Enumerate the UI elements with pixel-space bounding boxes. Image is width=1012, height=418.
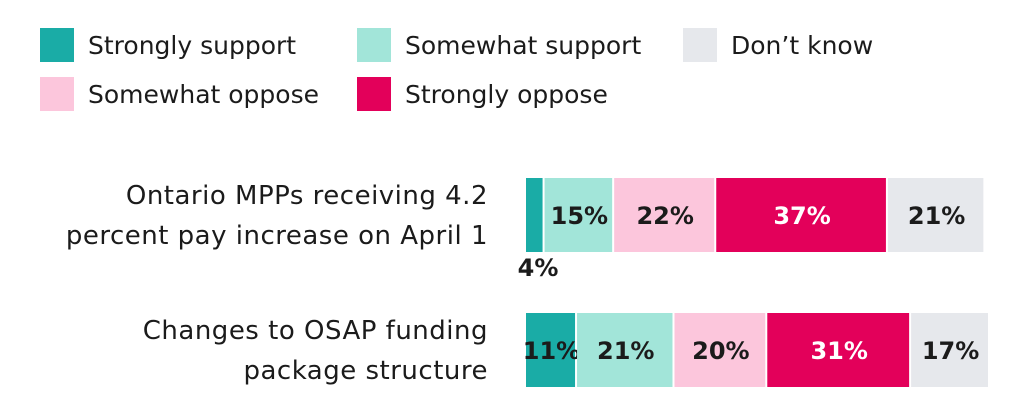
legend-label: Strongly support [88,31,296,60]
legend-label: Somewhat support [405,31,641,60]
category-label: Ontario MPPs receiving 4.2 percent pay i… [65,181,488,251]
bar-segment [577,313,673,387]
bar-segment [911,313,988,387]
value-label: 21% [908,202,965,230]
legend-swatch [40,28,74,62]
bar-segment [544,178,613,252]
legend-label: Somewhat oppose [88,80,319,109]
legend-swatch [357,28,391,62]
legend-swatch [357,77,391,111]
value-label: 4% [518,254,559,282]
legend-swatch [683,28,717,62]
value-label: 22% [636,202,693,230]
bar-segment [526,178,543,252]
value-label: 31% [810,337,867,365]
bar-segment [674,313,766,387]
legend-swatch [40,77,74,111]
bar-segment [716,178,886,252]
value-label: 37% [773,202,830,230]
bar-segment [887,178,984,252]
legend-label: Strongly oppose [405,80,608,109]
bar-segment [767,313,910,387]
bar-segment [614,178,715,252]
value-label: 11% [523,337,580,365]
value-label: 17% [922,337,979,365]
value-label: 15% [551,202,608,230]
category-label: Changes to OSAP funding package structur… [142,316,488,386]
bar-segment [526,313,576,387]
value-label: 21% [597,337,654,365]
value-label: 20% [692,337,749,365]
legend-label: Don’t know [731,31,873,60]
